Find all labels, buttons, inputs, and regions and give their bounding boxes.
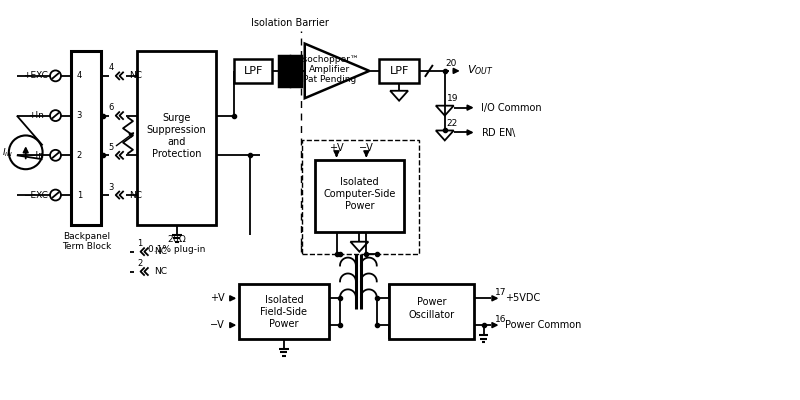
Text: +In: +In <box>28 111 43 120</box>
Text: 22: 22 <box>446 119 458 128</box>
Bar <box>389 284 474 339</box>
Text: 4: 4 <box>109 64 114 72</box>
Bar <box>137 51 216 225</box>
Text: 2: 2 <box>138 259 142 268</box>
Text: and: and <box>167 137 186 147</box>
Text: 16: 16 <box>495 315 507 324</box>
Text: NC: NC <box>154 247 167 256</box>
Text: NC: NC <box>129 190 142 200</box>
Text: 4: 4 <box>77 71 82 80</box>
Text: NC: NC <box>154 267 167 276</box>
Text: Field-Side: Field-Side <box>261 307 307 317</box>
Text: LPF: LPF <box>390 66 409 76</box>
Bar <box>71 51 101 225</box>
Text: Isolation Barrier: Isolation Barrier <box>251 18 329 28</box>
Text: Pat Pending: Pat Pending <box>302 75 356 84</box>
Text: −V: −V <box>359 143 374 153</box>
Text: Power: Power <box>269 319 298 329</box>
Text: $I_{IN}$: $I_{IN}$ <box>2 146 13 158</box>
Bar <box>302 140 419 254</box>
Bar <box>291 56 301 86</box>
Text: RD EN$\backslash$: RD EN$\backslash$ <box>481 126 517 139</box>
Text: 3: 3 <box>77 111 82 120</box>
Text: 3: 3 <box>109 182 114 192</box>
Text: 19: 19 <box>446 94 458 103</box>
Text: Oscillator: Oscillator <box>408 310 454 320</box>
Bar <box>279 56 289 86</box>
Bar <box>379 59 419 83</box>
Text: 20: 20 <box>445 60 457 68</box>
Text: Power Common: Power Common <box>506 320 582 330</box>
Text: Amplifier: Amplifier <box>309 66 350 74</box>
Text: 0.1% plug-in: 0.1% plug-in <box>148 245 206 254</box>
Text: +V: +V <box>330 143 344 153</box>
Text: NC: NC <box>129 71 142 80</box>
Text: Power: Power <box>345 201 374 211</box>
Text: 6: 6 <box>109 103 114 112</box>
Text: $V_{OUT}$: $V_{OUT}$ <box>466 63 494 77</box>
Text: Computer-Side: Computer-Side <box>323 189 395 199</box>
Text: Isochopper™: Isochopper™ <box>300 56 358 64</box>
Text: Isolated: Isolated <box>340 177 378 187</box>
Text: Backpanel: Backpanel <box>62 232 110 241</box>
Text: LPF: LPF <box>243 66 263 76</box>
Text: −In: −In <box>28 151 43 160</box>
Text: Term Block: Term Block <box>62 242 111 251</box>
Bar <box>314 160 404 232</box>
Text: 17: 17 <box>495 288 507 297</box>
Text: Suppression: Suppression <box>146 125 206 135</box>
Text: 1: 1 <box>77 190 82 200</box>
Text: −V: −V <box>210 320 225 330</box>
Text: 5: 5 <box>109 143 114 152</box>
Text: I/O Common: I/O Common <box>481 103 541 113</box>
Text: 20$\Omega$: 20$\Omega$ <box>166 233 186 244</box>
Bar <box>239 284 329 339</box>
Text: +5VDC: +5VDC <box>506 293 541 303</box>
Text: +V: +V <box>210 293 225 303</box>
Bar <box>291 56 301 86</box>
Text: 1: 1 <box>138 239 142 248</box>
Text: Protection: Protection <box>152 149 202 159</box>
Text: +EXC: +EXC <box>23 71 48 80</box>
Bar <box>234 59 272 83</box>
Text: Surge: Surge <box>162 113 191 123</box>
Text: 2: 2 <box>77 151 82 160</box>
Text: Isolated: Isolated <box>265 295 303 305</box>
Text: Power: Power <box>417 297 446 307</box>
Text: −EXC: −EXC <box>23 190 48 200</box>
Bar <box>279 56 289 86</box>
